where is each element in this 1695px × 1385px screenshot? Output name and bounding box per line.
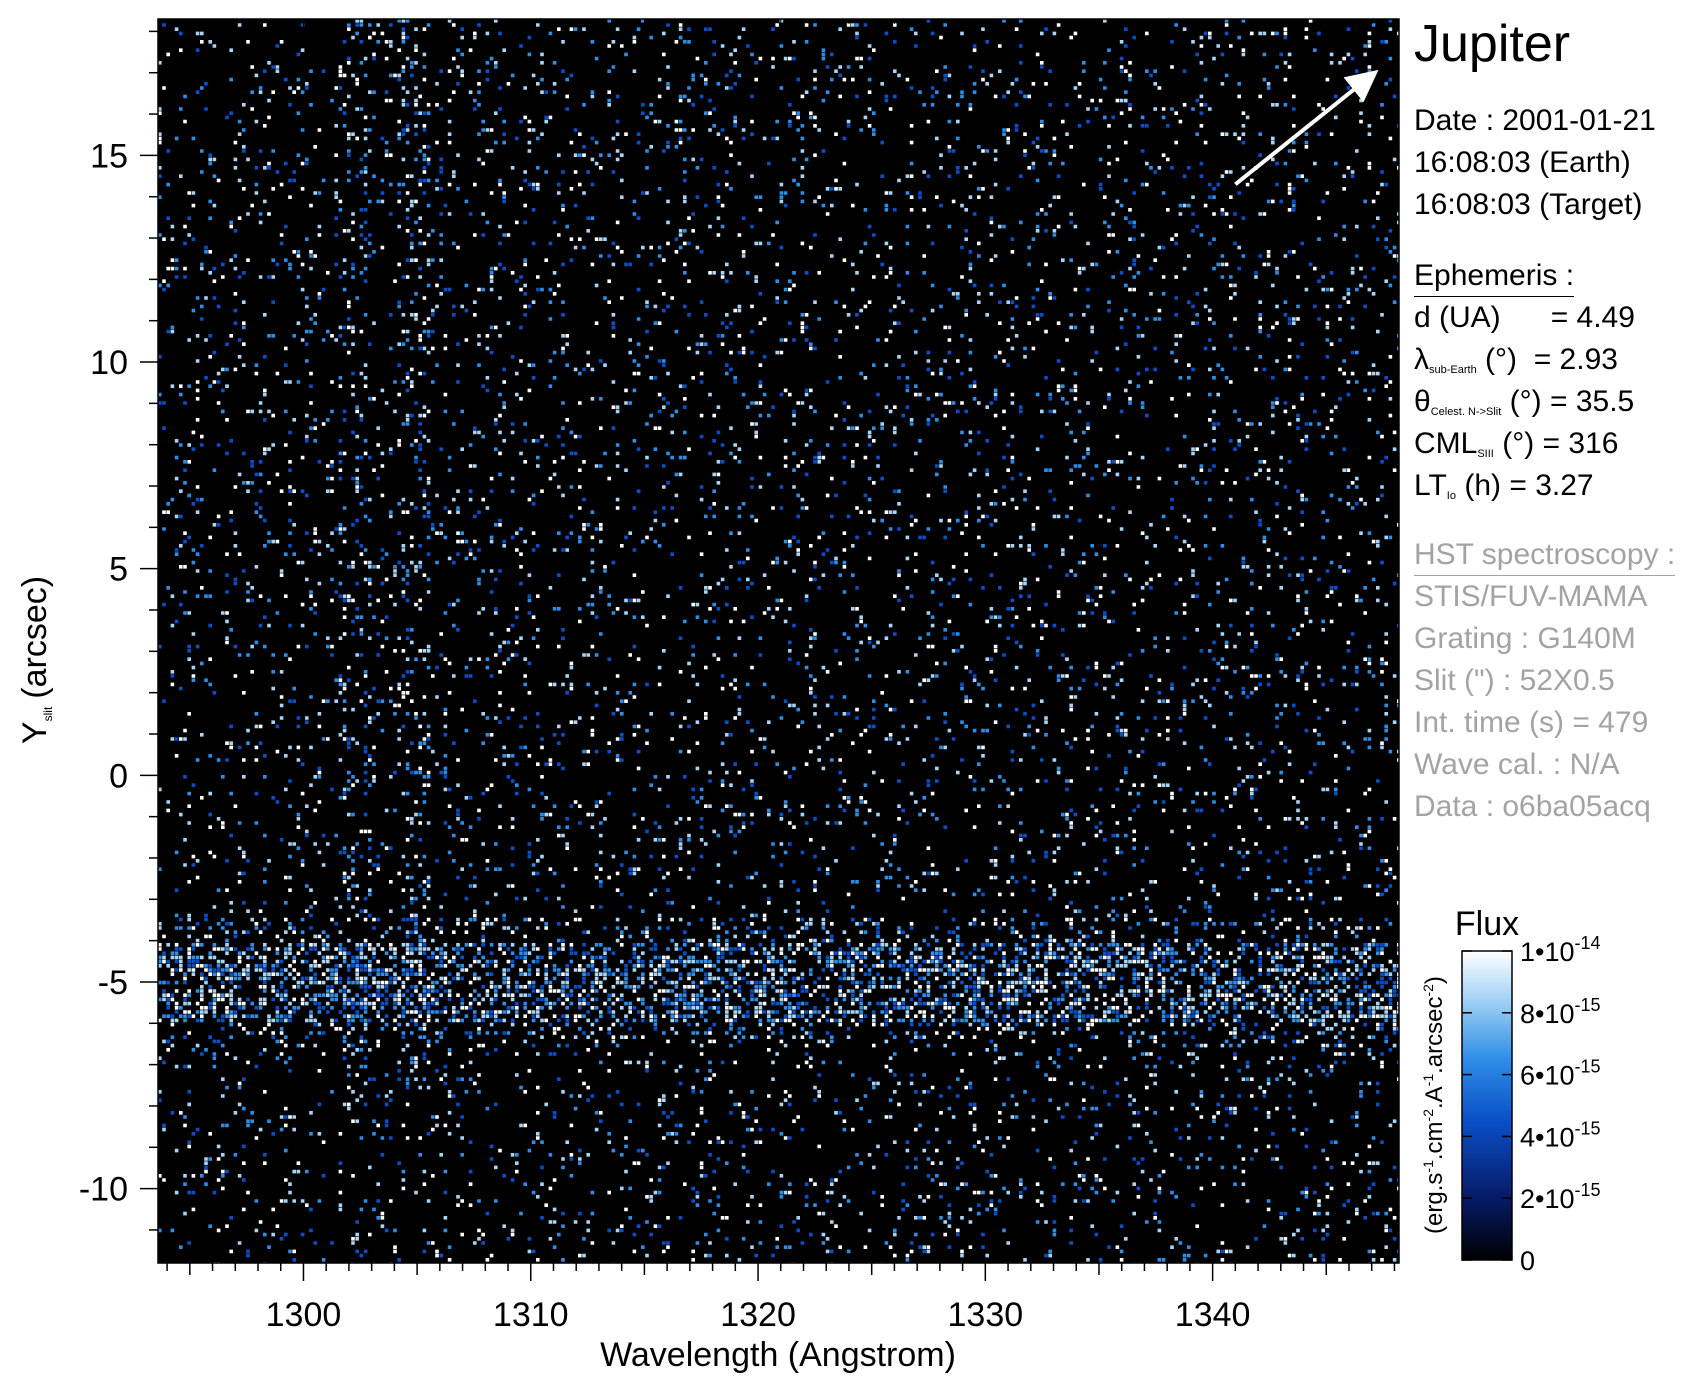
date-line: Date : 2001-01-21 (1414, 104, 1656, 137)
colorbar-tick-label: 0 (1520, 1246, 1535, 1276)
y-axis-label: Yslit(arcsec) (16, 576, 55, 744)
x-tick-label: 1320 (720, 1296, 796, 1334)
y-axis-label-unit: (arcsec) (16, 576, 54, 699)
y-tick-label: 5 (109, 551, 128, 589)
hst-wave-cal: Wave cal. : N/A (1414, 748, 1620, 781)
hst-data-id: Data : o6ba05acq (1414, 790, 1651, 823)
hst-header: HST spectroscopy : (1414, 535, 1676, 576)
y-axis: -10 -5 0 5 10 15 (79, 30, 158, 1231)
ephemeris-header: Ephemeris : (1414, 256, 1575, 297)
slit-orientation-arrow (1234, 69, 1379, 186)
ephemeris-block: Ephemeris : d (UA) = 4.49 λsub-Earth (°) … (1414, 255, 1635, 507)
ephemeris-distance: d (UA) = 4.49 (1414, 301, 1635, 334)
x-axis-label: Wavelength (Angstrom) (600, 1336, 956, 1374)
y-tick-label: -10 (79, 1171, 128, 1209)
colorbar-title: Flux (1455, 905, 1519, 943)
observation-date: Date : 2001-01-21 16:08:03 (Earth) 16:08… (1414, 100, 1656, 226)
earth-time: 16:08:03 (Earth) (1414, 146, 1631, 179)
colorbar-tick-label: 1•10-14 (1520, 933, 1601, 967)
colorbar-tick-label: 8•10-15 (1520, 995, 1601, 1029)
colorbar-unit-label: (erg.s-1.cm-2.A-1.arcsec-2) (1420, 976, 1448, 1234)
colorbar-tick-label: 2•10-15 (1520, 1180, 1601, 1214)
colorbar-tick-label: 4•10-15 (1520, 1118, 1601, 1152)
colorbar (1461, 950, 1513, 1261)
hst-grating: Grating : G140M (1414, 622, 1636, 655)
y-tick-label: 10 (90, 344, 128, 382)
hst-spectroscopy-block: HST spectroscopy : STIS/FUV-MAMA Grating… (1414, 534, 1676, 828)
x-tick-label: 1340 (1175, 1296, 1251, 1334)
plot-frame (157, 18, 1400, 1264)
y-tick-label: -5 (98, 964, 128, 1002)
y-axis-label-sub: slit (41, 706, 55, 721)
x-tick-label: 1330 (948, 1296, 1024, 1334)
ephemeris-theta: θCelest. N->Slit (°) = 35.5 (1414, 385, 1635, 418)
hst-instrument: STIS/FUV-MAMA (1414, 580, 1648, 613)
x-axis: 1300 1310 1320 1330 1340 (166, 19, 1396, 1334)
hst-slit: Slit (") : 52X0.5 (1414, 664, 1615, 697)
ephemeris-lambda: λsub-Earth (°) = 2.93 (1414, 343, 1618, 376)
ephemeris-cml: CMLSIII (°) = 316 (1414, 427, 1619, 460)
x-tick-label: 1310 (493, 1296, 569, 1334)
y-tick-label: 15 (90, 137, 128, 175)
x-tick-label: 1300 (266, 1296, 342, 1334)
y-tick-label: 0 (109, 757, 128, 795)
target-time: 16:08:03 (Target) (1414, 188, 1643, 221)
hst-int-time: Int. time (s) = 479 (1414, 706, 1649, 739)
target-name: Jupiter (1414, 15, 1571, 73)
colorbar-ticks: 1•10-14 8•10-15 6•10-15 4•10-15 2•10-15 0 (1462, 933, 1601, 1276)
colorbar-tick-label: 6•10-15 (1520, 1057, 1601, 1091)
ephemeris-local-time: LTIo (h) = 3.27 (1414, 469, 1594, 502)
